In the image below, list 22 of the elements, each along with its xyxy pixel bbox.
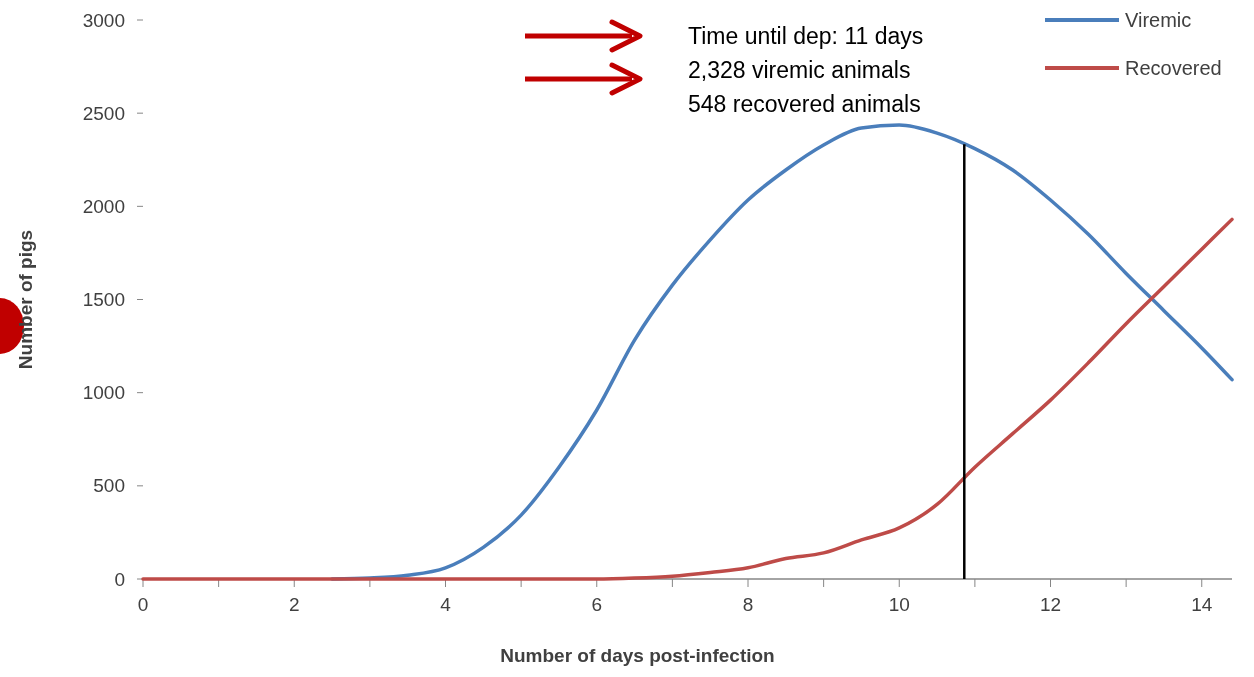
y-axis-title: Number of pigs xyxy=(15,229,36,370)
legend-label: Viremic xyxy=(1125,9,1192,31)
legend-label: Recovered xyxy=(1125,57,1222,79)
x-tick-label: 8 xyxy=(742,594,754,615)
y-tick-label: 2500 xyxy=(82,102,125,124)
x-tick-label: 12 xyxy=(1039,594,1062,615)
y-tick-label: 2000 xyxy=(82,195,125,217)
annotation: 548 recovered animals xyxy=(688,91,921,118)
x-tick-label: 14 xyxy=(1191,594,1213,615)
y-tick-label: 1000 xyxy=(82,382,125,404)
y-tick-label: 0 xyxy=(114,568,125,590)
x-tick-label: 0 xyxy=(137,594,149,615)
x-axis-title: Number of days post-infection xyxy=(500,645,775,666)
x-tick-label: 10 xyxy=(888,594,910,615)
x-tick-label: 2 xyxy=(288,594,300,615)
x-tick-label: 4 xyxy=(440,594,452,615)
y-tick-label: 1500 xyxy=(82,289,125,311)
y-tick-label: 500 xyxy=(93,475,125,497)
annotation: 2,328 viremic animals xyxy=(688,57,911,84)
annotation: Time until dep: 11 days xyxy=(688,23,924,50)
x-tick-label: 6 xyxy=(591,594,603,615)
y-tick-label: 3000 xyxy=(82,9,125,31)
